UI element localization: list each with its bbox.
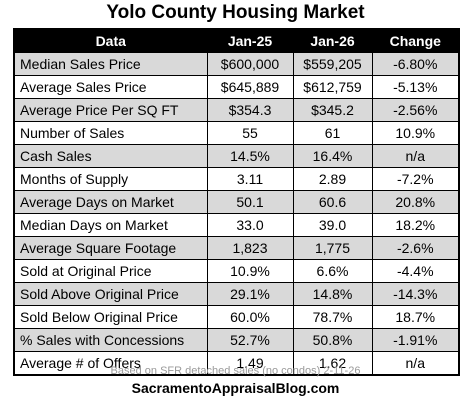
cell-jan-25: 33.0 [206,213,294,237]
header-jan-26: Jan-26 [292,28,373,53]
header-jan-25: Jan-25 [206,28,294,53]
row-label: Average Square Footage [13,236,208,260]
row-label: Average # of Offers [13,351,208,376]
row-label: Sold Below Original Price [13,305,208,329]
cell-jan-26: 39.0 [292,213,373,237]
cell-change: -4.4% [371,259,460,283]
footnote: Based on SFR detached sales (no condos) … [110,365,361,377]
cell-jan-26: 50.8% [292,328,373,352]
table-row: Cash Sales 14.5% 16.4% n/a [13,144,460,168]
cell-jan-25: 14.5% [206,144,294,168]
table-row: Average Square Footage 1,823 1,775 -2.6% [13,236,460,260]
row-label: Average Price Per SQ FT [13,98,208,122]
row-label: Average Sales Price [13,75,208,99]
cell-jan-25: 1.49 [206,351,294,376]
table-row: Sold Below Original Price 60.0% 78.7% 18… [13,305,460,329]
cell-jan-26: $612,759 [292,75,373,99]
cell-jan-25: 1,823 [206,236,294,260]
cell-jan-25: $354.3 [206,98,294,122]
cell-change: 10.9% [371,121,460,145]
cell-jan-25: 50.1 [206,190,294,214]
cell-change: 18.7% [371,305,460,329]
header-data: Data [13,28,208,53]
cell-change: n/a [371,144,460,168]
cell-jan-26: $559,205 [292,52,373,76]
cell-jan-26: 60.6 [292,190,373,214]
cell-jan-25: 60.0% [206,305,294,329]
cell-jan-26: 16.4% [292,144,373,168]
cell-jan-25: $645,889 [206,75,294,99]
table-row: % Sales with Concessions 52.7% 50.8% -1.… [13,328,460,352]
cell-change: 20.8% [371,190,460,214]
table-header-row: Data Jan-25 Jan-26 Change [13,28,460,53]
row-label: Median Sales Price [13,52,208,76]
table-row: Months of Supply 3.11 2.89 -7.2% [13,167,460,191]
housing-market-table: Data Jan-25 Jan-26 Change Median Sales P… [13,28,460,376]
table-row: Average Price Per SQ FT $354.3 $345.2 -2… [13,98,460,122]
cell-jan-26: 61 [292,121,373,145]
cell-jan-26: 1,775 [292,236,373,260]
table-row: Average Days on Market 50.1 60.6 20.8% [13,190,460,214]
cell-jan-25: 10.9% [206,259,294,283]
cell-change: -7.2% [371,167,460,191]
cell-jan-25: 29.1% [206,282,294,306]
row-label: Cash Sales [13,144,208,168]
cell-jan-26: $345.2 [292,98,373,122]
table-row: Average # of Offers 1.49 1.62 n/a [13,351,460,376]
cell-change: n/a [371,351,460,376]
cell-jan-25: 52.7% [206,328,294,352]
cell-jan-25: $600,000 [206,52,294,76]
cell-jan-26: 78.7% [292,305,373,329]
cell-change: -5.13% [371,75,460,99]
row-label: Sold Above Original Price [13,282,208,306]
cell-jan-25: 3.11 [206,167,294,191]
row-label: Number of Sales [13,121,208,145]
table-row: Median Days on Market 33.0 39.0 18.2% [13,213,460,237]
table-row: Number of Sales 55 61 10.9% [13,121,460,145]
table-row: Sold Above Original Price 29.1% 14.8% -1… [13,282,460,306]
cell-jan-26: 2.89 [292,167,373,191]
cell-jan-26: 14.8% [292,282,373,306]
cell-change: -14.3% [371,282,460,306]
table-row: Average Sales Price $645,889 $612,759 -5… [13,75,460,99]
cell-jan-25: 55 [206,121,294,145]
table-row: Median Sales Price $600,000 $559,205 -6.… [13,52,460,76]
row-label: Median Days on Market [13,213,208,237]
cell-change: -6.80% [371,52,460,76]
table-row: Sold at Original Price 10.9% 6.6% -4.4% [13,259,460,283]
row-label: Months of Supply [13,167,208,191]
row-label: Sold at Original Price [13,259,208,283]
cell-change: -2.6% [371,236,460,260]
cell-change: -1.91% [371,328,460,352]
cell-jan-26: 6.6% [292,259,373,283]
cell-change: -2.56% [371,98,460,122]
site-credit: SacramentoAppraisalBlog.com [131,380,340,396]
page-title: Yolo County Housing Market [106,2,365,23]
row-label: Average Days on Market [13,190,208,214]
cell-change: 18.2% [371,213,460,237]
row-label: % Sales with Concessions [13,328,208,352]
header-change: Change [371,28,460,53]
